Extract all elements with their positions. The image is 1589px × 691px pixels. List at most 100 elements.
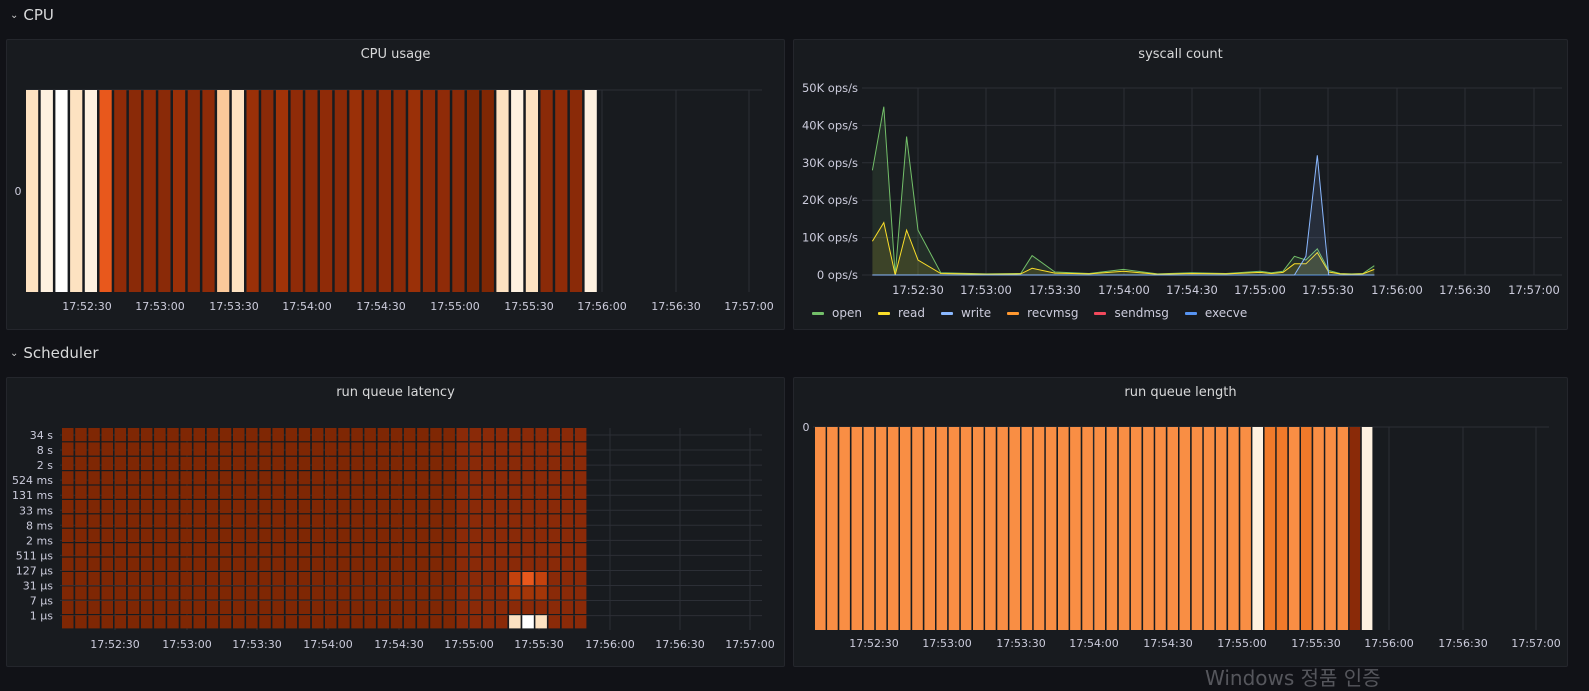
heatmap-cell [62, 500, 74, 514]
heatmap-cell [443, 543, 455, 557]
heatmap-cell [233, 485, 245, 499]
heatmap-cell [430, 586, 442, 600]
heatmap-cell [285, 428, 298, 442]
heatmap-cell [206, 471, 219, 485]
heatmap-cell [75, 471, 87, 485]
panel-run-queue-length[interactable]: run queue length 17:52:30 17:53:00 17:53:3… [793, 377, 1568, 667]
heatmap-cell [311, 500, 324, 514]
heatmap-cell [574, 485, 587, 499]
heatmap-cell [522, 471, 534, 485]
panel-title[interactable]: run queue length [1124, 385, 1237, 400]
heatmap-cell [298, 514, 311, 528]
heatmap-cell [548, 500, 560, 514]
y-tick-label: 8 ms [26, 519, 53, 532]
heatmap-cell [495, 543, 508, 557]
heatmap-cell [114, 586, 127, 600]
heatmap-cell [167, 528, 179, 542]
heatmap-cell [70, 90, 83, 292]
heatmap-cell [522, 557, 534, 571]
heatmap-cell [430, 557, 442, 571]
heatmap-cell [863, 427, 875, 630]
chevron-down-icon: ⌄ [10, 9, 19, 21]
row-header-cpu[interactable]: ⌄ CPU [10, 4, 54, 26]
heatmap-cell [325, 615, 337, 629]
heatmap-cell [452, 90, 465, 292]
heatmap-cell [443, 586, 455, 600]
heatmap-cell [246, 471, 258, 485]
heatmap-cell [127, 586, 140, 600]
legend-swatch [1007, 311, 1020, 315]
y-tick-label: 511 μs [16, 549, 53, 562]
heatmap-cell [193, 557, 205, 571]
heatmap-cell [393, 90, 406, 292]
heatmap-cell [364, 90, 377, 292]
heatmap-cell [193, 572, 205, 586]
heatmap-cell [180, 485, 192, 499]
heatmap-cell [522, 500, 534, 514]
heatmap-cell [75, 514, 87, 528]
heatmap-cell [75, 572, 87, 586]
legend-item-recvmsg[interactable]: recvmsg [1007, 306, 1078, 320]
heatmap-cell [456, 500, 468, 514]
heatmap-cell [75, 485, 87, 499]
y-tick-label: 0 [803, 421, 810, 434]
heatmap-cell [154, 528, 166, 542]
x-tick-label: 17:55:30 [514, 638, 563, 651]
heatmap-cell [351, 528, 363, 542]
heatmap-cell [154, 557, 166, 571]
heatmap-cell [233, 514, 245, 528]
heatmap-cell [193, 456, 205, 470]
heatmap-cell [1106, 427, 1118, 630]
heatmap-cell [1118, 427, 1130, 630]
heatmap-cell [422, 90, 436, 292]
heatmap-cell [377, 557, 390, 571]
heatmap-cell [167, 514, 179, 528]
heatmap-cell [101, 543, 113, 557]
heatmap-cell [311, 572, 324, 586]
heatmap-cell [338, 528, 350, 542]
heatmap-cell [349, 90, 362, 292]
heatmap-cell [378, 90, 391, 292]
heatmap-cell [193, 428, 205, 442]
heatmap-cell [535, 615, 547, 629]
heatmap-cell [325, 514, 337, 528]
heatmap-cell [127, 485, 140, 499]
panel-title[interactable]: CPU usage [360, 47, 431, 62]
heatmap-cell [272, 500, 284, 514]
row-header-scheduler[interactable]: ⌄ Scheduler [10, 342, 99, 364]
legend-item-sendmsg[interactable]: sendmsg [1094, 306, 1169, 320]
heatmap-cell [88, 485, 100, 499]
heatmap-cell [62, 456, 74, 470]
heatmap-cell [290, 90, 303, 292]
panel-cpu-usage[interactable]: CPU usage 17:52:30 17:53:00 17:53:30 17:54:… [6, 39, 785, 330]
heatmap-cell [1033, 427, 1045, 630]
heatmap-cell [351, 500, 363, 514]
run-queue-length-heatmap: 17:52:30 17:53:00 17:53:30 17:54:00 17:54:30… [803, 421, 1561, 650]
heatmap-cell [522, 586, 534, 600]
legend-item-open[interactable]: open [812, 306, 862, 320]
heatmap-cell [469, 543, 482, 557]
heatmap-cell [62, 442, 74, 456]
series-area-read [872, 222, 1375, 275]
legend-item-read[interactable]: read [877, 306, 925, 320]
heatmap-cell [154, 442, 166, 456]
panel-title[interactable]: run queue latency [336, 385, 455, 400]
legend-item-write[interactable]: write [940, 306, 991, 320]
heatmap-cell [114, 514, 127, 528]
heatmap-cell [311, 543, 324, 557]
heatmap-cell [167, 615, 179, 629]
heatmap-cell [298, 456, 311, 470]
legend-item-execve[interactable]: execve [1184, 306, 1247, 320]
heatmap-cell [298, 557, 311, 571]
heatmap-cell [338, 514, 350, 528]
heatmap-cell [75, 528, 87, 542]
heatmap-cell [88, 528, 100, 542]
panel-syscall-count[interactable]: syscall count 50K ops/s 40K ops/s 30K ops/… [793, 39, 1568, 330]
row-title: CPU [23, 6, 54, 24]
panel-title[interactable]: syscall count [1138, 47, 1223, 62]
heatmap-cell [377, 500, 390, 514]
panel-run-queue-latency[interactable]: run queue latency 17:52:30 17:53:00 17:53:… [6, 377, 785, 667]
heatmap-cell [325, 428, 337, 442]
heatmap-cell [285, 543, 298, 557]
heatmap-cell [509, 572, 521, 586]
